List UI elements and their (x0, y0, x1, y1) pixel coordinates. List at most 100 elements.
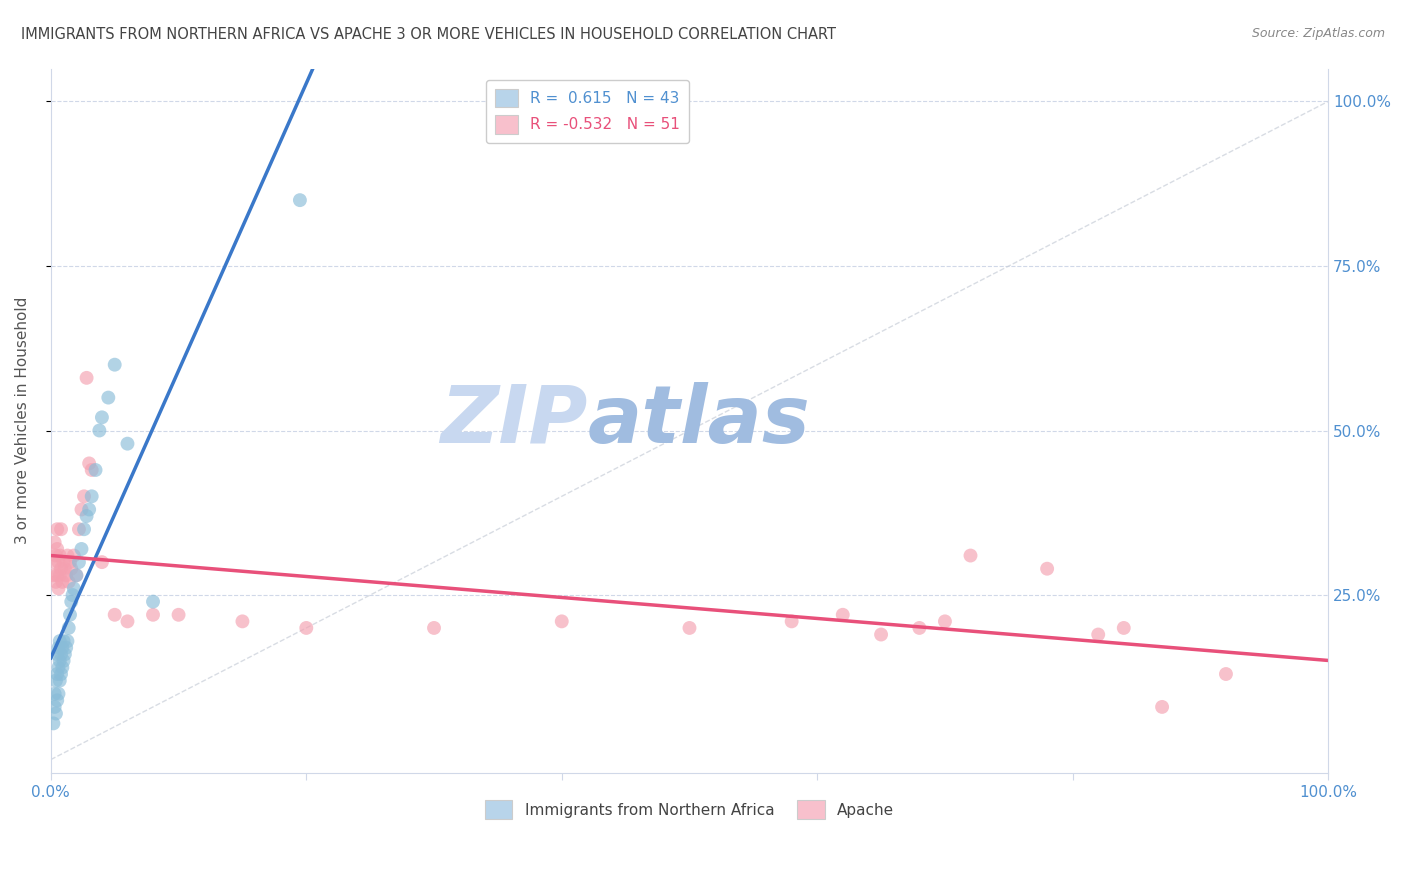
Point (46, 568, 69, 582)
Point (678, 621, 700, 635)
Point (44, 700, 66, 714)
Point (63, 582, 86, 596)
Point (44, 555, 66, 569)
Point (288, 193, 311, 207)
Point (67, 555, 90, 569)
Point (49, 673, 72, 688)
Point (48, 660, 70, 674)
Point (49, 647, 72, 661)
Point (76, 371, 98, 385)
Point (934, 615, 956, 629)
Point (49, 568, 72, 582)
Point (908, 621, 931, 635)
Point (77, 457, 100, 471)
Point (959, 549, 981, 563)
Legend: Immigrants from Northern Africa, Apache: Immigrants from Northern Africa, Apache (479, 794, 900, 825)
Point (90, 555, 112, 569)
Point (46, 647, 69, 661)
Point (42, 568, 65, 582)
Point (89, 424, 111, 438)
Point (1036, 562, 1059, 576)
Point (51, 640, 73, 655)
Point (58, 621, 80, 635)
Point (70, 502, 93, 516)
Point (49, 549, 72, 563)
Text: IMMIGRANTS FROM NORTHERN AFRICA VS APACHE 3 OR MORE VEHICLES IN HOUSEHOLD CORREL: IMMIGRANTS FROM NORTHERN AFRICA VS APACH… (21, 27, 837, 42)
Point (52, 555, 75, 569)
Point (46, 541, 69, 556)
Point (104, 607, 127, 622)
Point (73, 489, 96, 503)
Point (44, 687, 66, 701)
Y-axis label: 3 or more Vehicles in Household: 3 or more Vehicles in Household (15, 297, 30, 544)
Point (46, 667, 69, 681)
Text: atlas: atlas (588, 382, 810, 459)
Point (48, 555, 70, 569)
Point (52, 654, 75, 668)
Point (62, 588, 84, 602)
Point (77, 502, 100, 516)
Point (1152, 700, 1174, 714)
Point (76, 509, 98, 524)
Point (45, 549, 67, 563)
Point (142, 607, 165, 622)
Text: ZIP: ZIP (440, 382, 588, 459)
Point (551, 615, 574, 629)
Point (1087, 627, 1109, 641)
Point (870, 627, 893, 641)
Point (52, 634, 75, 648)
Point (67, 522, 90, 536)
Point (51, 574, 73, 589)
Point (56, 634, 79, 648)
Point (90, 410, 112, 425)
Point (1112, 621, 1135, 635)
Point (117, 436, 139, 450)
Point (49, 522, 72, 536)
Point (59, 607, 82, 622)
Point (831, 607, 853, 622)
Point (84, 463, 107, 477)
Point (65, 568, 87, 582)
Point (53, 562, 76, 576)
Point (1215, 667, 1237, 681)
Point (46, 693, 69, 707)
Point (45, 574, 67, 589)
Text: Source: ZipAtlas.com: Source: ZipAtlas.com (1251, 27, 1385, 40)
Point (80, 463, 103, 477)
Point (59, 555, 82, 569)
Point (60, 594, 83, 608)
Point (46, 522, 69, 536)
Point (58, 574, 80, 589)
Point (70, 541, 93, 556)
Point (97, 391, 120, 405)
Point (55, 640, 77, 655)
Point (80, 489, 103, 503)
Point (167, 607, 190, 622)
Point (48, 687, 70, 701)
Point (45, 673, 67, 688)
Point (49, 654, 72, 668)
Point (49, 562, 72, 576)
Point (48, 640, 70, 655)
Point (63, 549, 86, 563)
Point (42, 716, 65, 731)
Point (780, 615, 803, 629)
Point (49, 667, 72, 681)
Point (56, 549, 79, 563)
Point (51, 660, 73, 674)
Point (55, 568, 77, 582)
Point (423, 621, 446, 635)
Point (60, 562, 83, 576)
Point (65, 568, 87, 582)
Point (53, 647, 76, 661)
Point (48, 582, 70, 596)
Point (231, 615, 253, 629)
Point (73, 522, 96, 536)
Point (45, 706, 67, 721)
Point (142, 594, 165, 608)
Point (104, 358, 127, 372)
Point (117, 615, 139, 629)
Point (44, 535, 66, 549)
Point (49, 634, 72, 648)
Point (295, 621, 318, 635)
